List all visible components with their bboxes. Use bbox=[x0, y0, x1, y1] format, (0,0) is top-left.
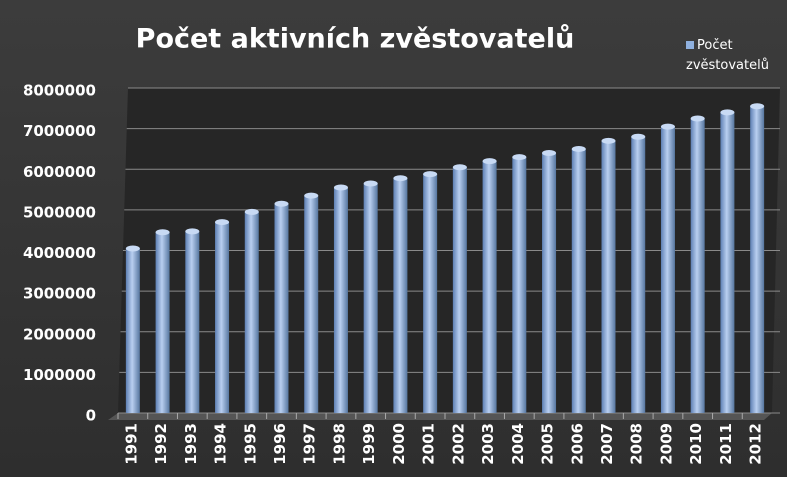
x-tick-label: 2001 bbox=[420, 423, 438, 465]
y-tick-label: 0 bbox=[86, 407, 96, 425]
x-tick-label: 2010 bbox=[687, 423, 705, 465]
chart-title: Počet aktivních zvěstovatelů bbox=[136, 24, 575, 55]
bar-cap bbox=[482, 158, 497, 165]
x-tick-label: 1996 bbox=[271, 423, 289, 465]
x-tick-label: 2006 bbox=[568, 423, 586, 465]
x-tick-label: 1991 bbox=[122, 423, 140, 465]
x-tick-label: 2004 bbox=[509, 423, 527, 465]
x-tick-label: 2009 bbox=[657, 423, 675, 465]
bar bbox=[244, 211, 259, 413]
bar bbox=[720, 112, 735, 413]
x-tick-label: 2011 bbox=[717, 423, 735, 465]
bar bbox=[333, 187, 348, 413]
x-tick-label: 2005 bbox=[539, 423, 557, 465]
bar-cap bbox=[631, 133, 646, 140]
bar bbox=[215, 222, 230, 413]
legend-label: Počet zvěstovatelů bbox=[686, 38, 769, 73]
legend-swatch bbox=[686, 41, 694, 49]
bar-cap bbox=[185, 228, 200, 235]
bar bbox=[125, 248, 140, 413]
bar-cap bbox=[512, 154, 527, 161]
bar-cap bbox=[423, 171, 438, 178]
bar-cap bbox=[333, 184, 348, 191]
x-tick-label: 2002 bbox=[449, 423, 467, 465]
bar bbox=[512, 157, 527, 413]
x-tick-label: 1998 bbox=[330, 423, 348, 465]
y-tick-label: 3000000 bbox=[23, 285, 96, 303]
x-tick-label: 1992 bbox=[152, 423, 170, 465]
bar bbox=[660, 126, 675, 413]
x-tick-label: 1999 bbox=[360, 423, 378, 465]
y-tick-label: 1000000 bbox=[23, 366, 96, 384]
x-tick-label: 2007 bbox=[598, 423, 616, 465]
y-tick-label: 7000000 bbox=[23, 122, 96, 140]
bar-cap bbox=[363, 180, 378, 187]
y-tick-label: 2000000 bbox=[23, 325, 96, 343]
bar bbox=[304, 195, 319, 413]
x-tick-label: 2012 bbox=[747, 423, 765, 465]
bar-cap bbox=[244, 208, 259, 215]
x-tick-label: 2000 bbox=[390, 423, 408, 465]
x-tick-label: 2008 bbox=[628, 423, 646, 465]
bar-cap bbox=[690, 115, 705, 122]
bar-cap bbox=[274, 200, 289, 207]
bar bbox=[482, 161, 497, 413]
bar-cap bbox=[452, 164, 467, 171]
bar-cap bbox=[215, 219, 230, 226]
bar bbox=[571, 148, 586, 413]
bar-cap bbox=[750, 103, 765, 110]
bar-cap bbox=[571, 145, 586, 152]
bar-cap bbox=[601, 137, 616, 144]
plot-floor bbox=[108, 413, 772, 420]
y-tick-label: 8000000 bbox=[23, 82, 96, 100]
bar bbox=[274, 203, 289, 413]
x-tick-label: 2003 bbox=[479, 423, 497, 465]
bar bbox=[155, 232, 170, 413]
legend: Počet zvěstovatelů bbox=[686, 36, 787, 76]
bar bbox=[601, 140, 616, 413]
bar-cap bbox=[542, 150, 557, 156]
bar bbox=[393, 178, 408, 413]
bar bbox=[542, 153, 557, 413]
bar-cap bbox=[393, 175, 408, 182]
bar bbox=[363, 183, 378, 413]
bar-cap bbox=[125, 245, 140, 252]
bar-cap bbox=[155, 229, 170, 236]
x-tick-label: 1995 bbox=[241, 423, 259, 465]
bar bbox=[750, 106, 765, 413]
bar-cap bbox=[720, 109, 735, 116]
y-tick-label: 5000000 bbox=[23, 203, 96, 221]
bar-cap bbox=[660, 123, 675, 130]
x-tick-label: 1993 bbox=[182, 423, 200, 465]
bar bbox=[185, 231, 200, 413]
y-tick-label: 4000000 bbox=[23, 244, 96, 262]
bar bbox=[452, 167, 467, 413]
x-tick-label: 1997 bbox=[301, 423, 319, 465]
bar bbox=[631, 136, 646, 413]
bar-cap bbox=[304, 192, 319, 199]
y-tick-label: 6000000 bbox=[23, 163, 96, 181]
bar bbox=[690, 118, 705, 413]
x-tick-label: 1994 bbox=[212, 423, 230, 465]
bar bbox=[423, 174, 438, 413]
